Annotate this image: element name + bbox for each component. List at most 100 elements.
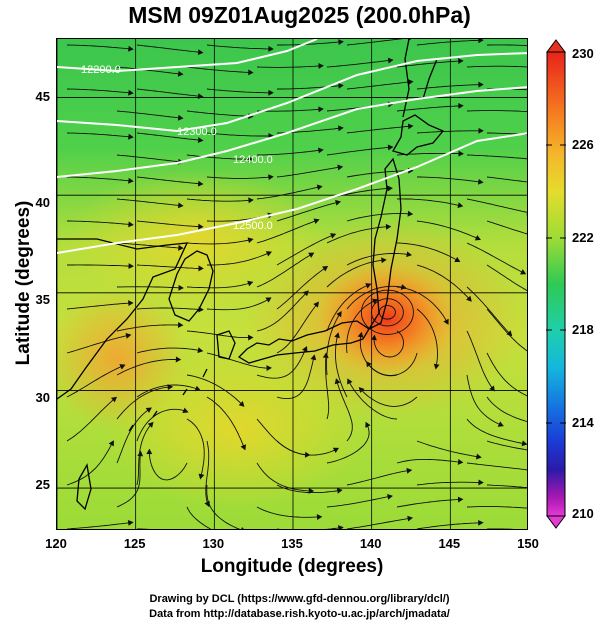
streamline-arrowhead	[125, 332, 132, 339]
y-tick-label: 35	[35, 292, 50, 307]
streamline	[136, 264, 203, 269]
x-tick-label: 150	[517, 536, 539, 551]
streamline	[346, 469, 412, 486]
streamline	[116, 154, 183, 163]
colorbar	[546, 39, 566, 529]
streamline-arrowhead	[197, 93, 204, 99]
streamline	[66, 364, 125, 398]
streamline	[326, 495, 393, 508]
streamline	[416, 522, 483, 529]
streamline	[66, 88, 133, 94]
streamline-arrowhead	[433, 363, 440, 370]
streamline	[256, 185, 322, 200]
streamline	[396, 286, 449, 325]
streamline-arrowhead	[357, 331, 364, 338]
streamline	[373, 330, 404, 358]
streamline-arrowhead	[316, 514, 323, 520]
streamline-arrowhead	[400, 284, 407, 290]
streamline	[466, 374, 504, 427]
streamline-arrowhead	[247, 334, 254, 341]
streamline-arrowhead	[478, 519, 484, 526]
streamline	[136, 132, 203, 141]
streamline	[346, 81, 413, 90]
streamline	[466, 198, 527, 213]
streamline	[136, 422, 154, 486]
streamline-arrowhead	[177, 114, 184, 121]
streamline	[466, 286, 512, 336]
streamline	[359, 332, 398, 377]
x-tick-label: 140	[359, 536, 382, 551]
streamline-arrowhead	[358, 387, 365, 393]
streamline-arrowhead	[197, 180, 204, 187]
streamline	[416, 308, 438, 369]
contour-label-12200: 12200.0	[81, 64, 121, 76]
streamline	[346, 253, 412, 266]
streamline	[466, 242, 526, 275]
contour-12300	[57, 52, 527, 133]
streamline	[326, 59, 393, 68]
streamline-arrowhead	[177, 322, 184, 328]
streamline	[206, 396, 246, 450]
streamline-arrowhead	[147, 421, 154, 428]
streamline	[335, 378, 353, 442]
streamline	[116, 451, 142, 508]
streamline	[346, 517, 413, 529]
streamline-arrowhead	[474, 235, 481, 241]
streamline-arrowhead	[308, 252, 315, 258]
streamline	[276, 166, 343, 178]
colorbar-tick-label: 210	[572, 506, 594, 521]
y-tick-label: 45	[35, 89, 50, 104]
streamline-arrowhead	[407, 123, 414, 130]
streamline-arrowhead	[128, 300, 134, 307]
streamline-arrowhead	[127, 520, 134, 526]
streamline	[256, 462, 314, 492]
streamline	[116, 386, 173, 420]
streamline-arrowhead	[407, 515, 414, 522]
streamline	[136, 347, 203, 354]
streamline-arrowhead	[406, 467, 413, 474]
streamline	[136, 307, 203, 311]
korea-coast	[168, 250, 214, 322]
streamline-arrowhead	[454, 256, 461, 262]
contour-label-12300: 12300.0	[177, 126, 217, 138]
streamline-arrowhead	[458, 102, 464, 109]
streamline-arrowhead	[108, 440, 114, 447]
streamline-arrowhead	[178, 244, 184, 251]
streamline	[276, 233, 336, 266]
contour-12500	[57, 132, 527, 254]
streamline-arrowhead	[265, 251, 272, 257]
streamline-arrowhead	[521, 440, 527, 447]
streamline-arrowhead	[248, 69, 254, 76]
streamline-arrowhead	[240, 444, 247, 451]
contour-12400	[57, 86, 527, 178]
streamline	[136, 88, 203, 98]
japan-honshu-coast	[237, 320, 370, 364]
streamline	[416, 130, 483, 134]
streamline-arrowhead	[128, 177, 134, 184]
taiwan-coast	[76, 463, 92, 511]
streamline	[186, 154, 253, 160]
streamline	[67, 264, 134, 267]
streamline	[186, 506, 212, 529]
colorbar-tick-label: 218	[572, 322, 594, 337]
streamline	[136, 176, 203, 185]
streamline	[335, 333, 348, 398]
streamline	[416, 440, 481, 458]
streamline-arrowhead	[457, 202, 464, 209]
contour-label-12400: 12400.0	[233, 154, 273, 166]
streamline-arrowhead	[248, 156, 254, 163]
streamline-arrowhead	[247, 280, 254, 287]
streamline-arrowhead	[338, 82, 344, 89]
streamline	[277, 526, 343, 529]
streamline	[466, 154, 527, 160]
streamline	[396, 498, 463, 508]
footer-data-source-line: Data from http://database.rish.kyoto-u.a…	[149, 608, 450, 620]
streamline	[186, 330, 253, 339]
streamline	[206, 88, 273, 94]
streamline	[396, 458, 463, 464]
streamline	[116, 242, 183, 249]
streamline-arrowhead	[497, 421, 504, 427]
streamline-arrowhead	[322, 352, 329, 359]
streamline	[416, 39, 483, 46]
mainland-coast	[57, 238, 189, 400]
